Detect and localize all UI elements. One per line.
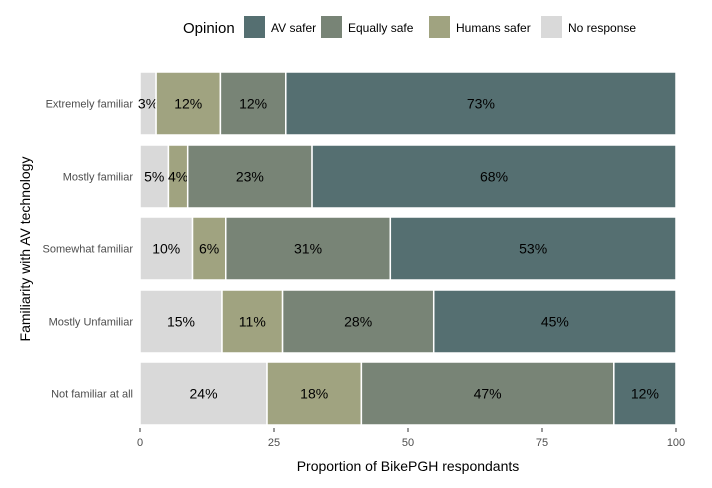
- bar-no-response-mostly-unfamiliar: [139, 289, 223, 354]
- y-tick-label: Mostly familiar: [63, 172, 134, 184]
- y-tick-label: Extremely familiar: [46, 99, 134, 111]
- data-label: 5%: [144, 169, 164, 185]
- y-tick-label: Mostly Unfamiliar: [49, 317, 134, 329]
- legend: Opinion AV safer Equally safe Humans safer…: [183, 16, 636, 38]
- data-label: 10%: [152, 241, 180, 257]
- data-label: 6%: [199, 241, 219, 257]
- data-label: 53%: [519, 241, 547, 257]
- data-label: 28%: [344, 314, 372, 330]
- x-tick-label: 50: [402, 437, 414, 449]
- bar-equally-safe-mostly-familiar: [186, 144, 313, 209]
- legend-swatch-humans-safer: [429, 16, 450, 38]
- bar-no-response-somewhat-familiar: [139, 216, 194, 281]
- bar-equally-safe-somewhat-familiar: [225, 216, 392, 281]
- data-label: 12%: [174, 96, 202, 112]
- bar-humans-safer-extremely-familiar: [155, 71, 222, 136]
- y-axis-label: Familiarity with AV technology: [17, 157, 33, 342]
- data-label: 24%: [190, 386, 218, 402]
- data-label: 11%: [239, 314, 266, 330]
- bar-equally-safe-not-familiar-at-all: [360, 361, 615, 426]
- data-label: 12%: [631, 386, 659, 402]
- legend-swatch-equally-safe: [321, 16, 342, 38]
- data-label: 12%: [239, 96, 267, 112]
- legend-swatch-av-safer: [244, 16, 265, 38]
- legend-title: Opinion: [183, 20, 235, 37]
- y-tick-label: Not familiar at all: [51, 389, 133, 401]
- data-label: 23%: [236, 169, 264, 185]
- plot-area: 3% 12% 12% 73% 5% 4% 23% 68% 10% 6% 31% 53% 15% 11% 28…: [138, 71, 677, 426]
- x-tick-label: 75: [536, 437, 548, 449]
- legend-label-equally-safe: Equally safe: [348, 21, 414, 35]
- x-axis-label: Proportion of BikePGH respondants: [297, 458, 520, 474]
- y-tick-label: Somewhat familiar: [43, 244, 134, 256]
- y-axis: Extremely familiar Mostly familiar Somewha…: [43, 99, 134, 401]
- bar-av-safer-mostly-unfamiliar: [432, 289, 677, 354]
- data-label: 4%: [168, 169, 188, 185]
- bar-equally-safe-extremely-familiar: [219, 71, 287, 136]
- data-label: 68%: [480, 169, 508, 185]
- bar-equally-safe-mostly-unfamiliar: [281, 289, 435, 354]
- data-label: 47%: [474, 386, 502, 402]
- legend-label-no-response: No response: [568, 21, 636, 35]
- data-label: 31%: [294, 241, 322, 257]
- bar-av-safer-not-familiar-at-all: [613, 361, 677, 426]
- legend-swatch-no-response: [541, 16, 562, 38]
- bar-av-safer-extremely-familiar: [285, 71, 677, 136]
- x-tick-label: 100: [667, 437, 685, 449]
- data-label: 15%: [167, 314, 195, 330]
- x-tick-label: 0: [137, 437, 143, 449]
- legend-label-av-safer: AV safer: [271, 21, 316, 35]
- bar-no-response-mostly-familiar: [139, 144, 170, 209]
- data-label: 45%: [541, 314, 569, 330]
- legend-label-humans-safer: Humans safer: [456, 21, 531, 35]
- x-axis: 0 25 50 75 100: [137, 428, 685, 449]
- bar-humans-safer-somewhat-familiar: [191, 216, 227, 281]
- data-label: 18%: [300, 386, 328, 402]
- data-label: 3%: [138, 96, 158, 112]
- data-label: 73%: [467, 96, 495, 112]
- bar-av-safer-mostly-familiar: [311, 144, 677, 209]
- x-tick-label: 25: [268, 437, 280, 449]
- bar-av-safer-somewhat-familiar: [389, 216, 677, 281]
- bar-humans-safer-mostly-unfamiliar: [221, 289, 284, 354]
